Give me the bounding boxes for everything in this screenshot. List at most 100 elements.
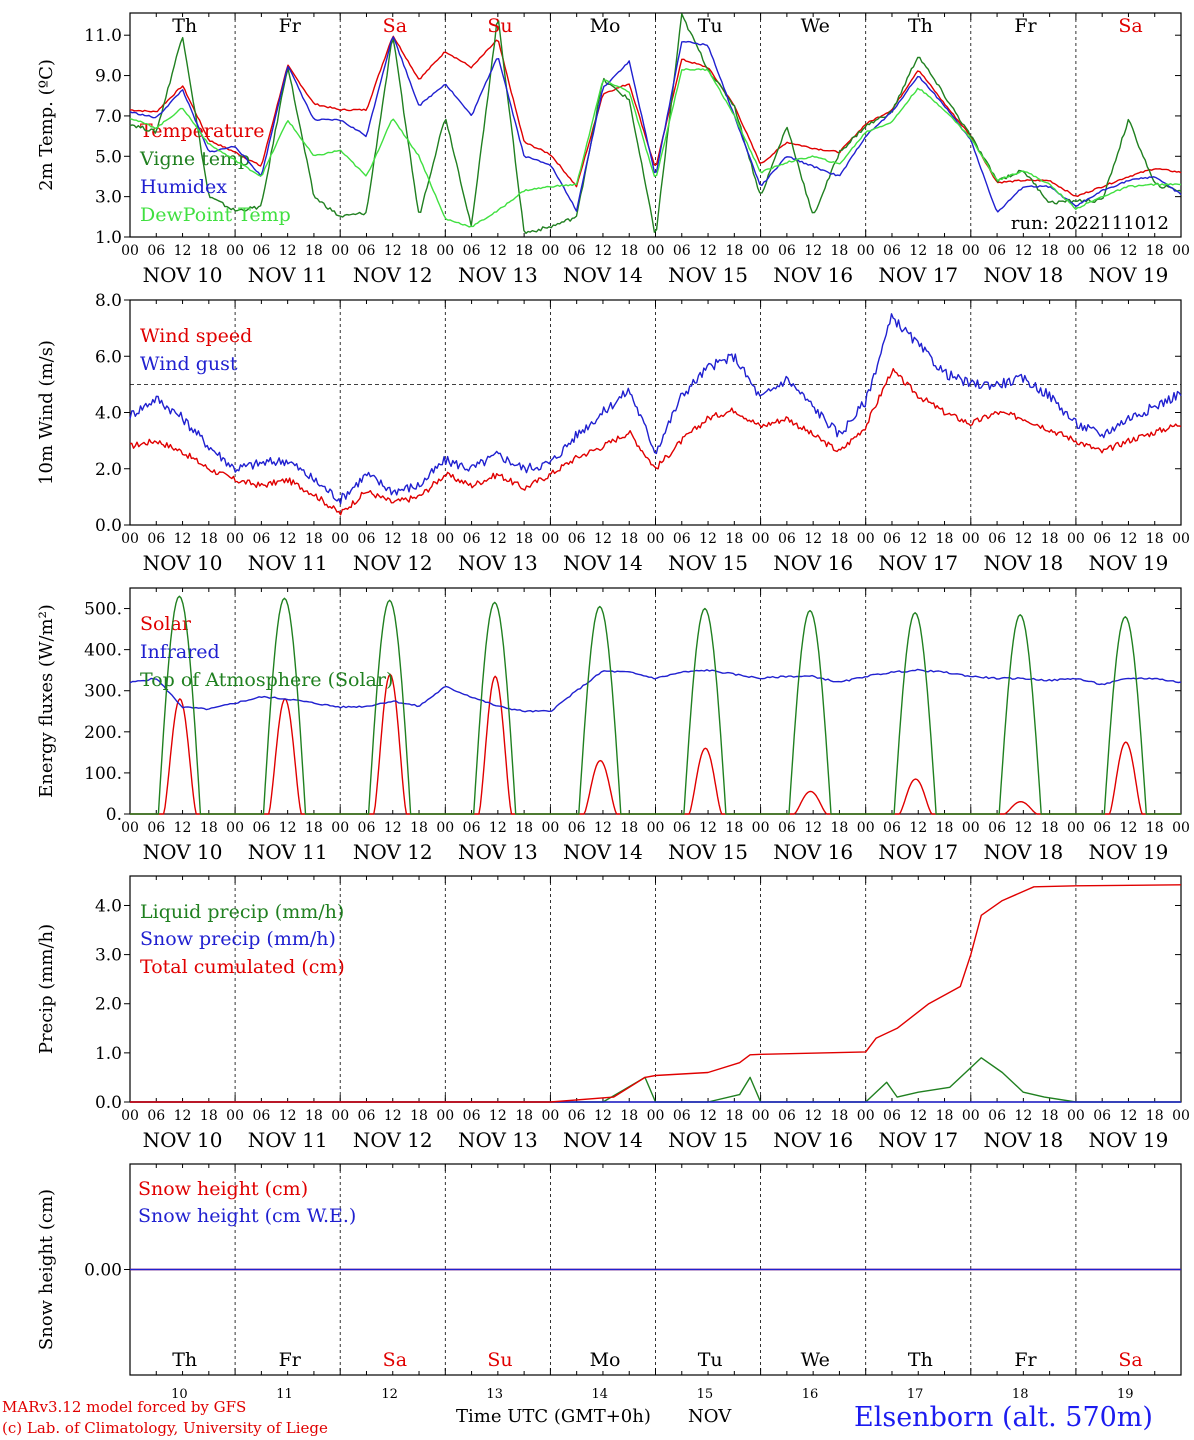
hour-label: 12 — [1014, 243, 1032, 259]
y-tick-label: 8.0 — [95, 291, 122, 311]
hour-label: 06 — [988, 243, 1006, 259]
day-label: NOV 11 — [248, 840, 328, 864]
hour-label: 00 — [121, 1108, 139, 1124]
series-line-wind-speed — [129, 368, 1182, 516]
day-number-label: 15 — [697, 1387, 714, 1402]
legend-entry: Solar — [140, 613, 192, 635]
hour-label: 12 — [909, 243, 927, 259]
hour-label: 18 — [515, 531, 533, 547]
hour-label: 00 — [962, 820, 980, 836]
day-label: NOV 10 — [143, 840, 223, 864]
day-label: NOV 18 — [983, 840, 1063, 864]
series-line-dewpoint-temp — [129, 68, 1182, 228]
hour-label: 06 — [1093, 820, 1111, 836]
day-label: NOV 10 — [143, 263, 223, 287]
hour-label: 18 — [725, 820, 743, 836]
hour-label: 18 — [515, 243, 533, 259]
weekday-label: Fr — [1014, 1349, 1037, 1371]
hour-label: 12 — [174, 531, 192, 547]
y-tick-label: 6.0 — [95, 347, 122, 367]
hour-label: 00 — [436, 243, 454, 259]
hour-label: 18 — [305, 1108, 323, 1124]
day-label: NOV 10 — [143, 551, 223, 575]
hour-label: 00 — [331, 1108, 349, 1124]
y-tick-label: 5.0 — [95, 147, 122, 167]
hour-label: 00 — [752, 820, 770, 836]
hour-label: 18 — [1041, 243, 1059, 259]
hour-label: 00 — [1067, 243, 1085, 259]
hour-label: 06 — [568, 1108, 586, 1124]
day-label: NOV 12 — [353, 840, 433, 864]
y-tick-label: 4.0 — [95, 896, 122, 916]
hour-label: 00 — [857, 531, 875, 547]
weekday-label: Su — [487, 1349, 512, 1371]
y-tick-label: 3.0 — [95, 946, 122, 966]
y-tick-label: 0. — [106, 805, 122, 825]
y-tick-label: 100. — [84, 764, 122, 784]
legend-entry: Total cumulated (cm) — [140, 956, 345, 978]
day-label: NOV 11 — [248, 551, 328, 575]
hour-label: 00 — [1172, 1108, 1190, 1124]
hour-label: 12 — [1120, 243, 1138, 259]
hour-label: 06 — [358, 531, 376, 547]
hour-label: 00 — [1172, 243, 1190, 259]
hour-label: 06 — [358, 1108, 376, 1124]
hour-label: 00 — [331, 243, 349, 259]
day-label: NOV 15 — [668, 1128, 748, 1152]
hour-label: 00 — [647, 1108, 665, 1124]
hour-label: 06 — [673, 1108, 691, 1124]
y-tick-label: 2.0 — [95, 995, 122, 1015]
y-tick-label: 0.00 — [84, 1261, 122, 1281]
series-line-top-of-atmosphere-solar — [130, 595, 1181, 815]
panel-2: 0.0 2.0 4.0 6.0 8.0 10m Wind (m/s) Wind speed W… — [36, 291, 1190, 575]
hour-label: 18 — [725, 243, 743, 259]
hour-label: 12 — [699, 531, 717, 547]
hour-label: 06 — [883, 1108, 901, 1124]
hour-label: 00 — [647, 243, 665, 259]
hour-label: 06 — [147, 1108, 165, 1124]
hour-label: 18 — [831, 243, 849, 259]
hour-label: 00 — [857, 1108, 875, 1124]
day-label: NOV 11 — [248, 1128, 328, 1152]
hour-label: 18 — [936, 1108, 954, 1124]
hour-label: 12 — [699, 820, 717, 836]
legend-entry: Wind gust — [140, 353, 238, 375]
weekday-label: Mo — [590, 1349, 621, 1371]
hour-label: 18 — [936, 243, 954, 259]
hour-label: 06 — [568, 820, 586, 836]
y-tick-label: 2.0 — [95, 460, 122, 480]
hour-label: 12 — [909, 531, 927, 547]
day-label: NOV 10 — [143, 1128, 223, 1152]
hour-label: 18 — [936, 820, 954, 836]
weekday-label: Sa — [1118, 15, 1142, 37]
hour-label: 00 — [541, 243, 559, 259]
hour-label: 00 — [121, 531, 139, 547]
hour-label: 06 — [252, 1108, 270, 1124]
hour-label: 00 — [121, 820, 139, 836]
hour-label: 18 — [831, 531, 849, 547]
hour-label: 12 — [804, 531, 822, 547]
hour-label: 06 — [778, 820, 796, 836]
hour-label: 06 — [463, 243, 481, 259]
y-axis-title: 10m Wind (m/s) — [36, 340, 57, 485]
day-label: NOV 19 — [1089, 1128, 1169, 1152]
hour-label: 00 — [436, 820, 454, 836]
hour-label: 12 — [1014, 531, 1032, 547]
hour-label: 18 — [620, 820, 638, 836]
hour-label: 18 — [725, 531, 743, 547]
weekday-label: Fr — [279, 15, 302, 37]
hour-label: 12 — [489, 531, 507, 547]
hour-label: 06 — [252, 531, 270, 547]
hour-label: 12 — [594, 820, 612, 836]
hour-label: 12 — [384, 243, 402, 259]
day-label: NOV 17 — [878, 551, 958, 575]
hour-label: 06 — [988, 820, 1006, 836]
series-line-vigne-temp — [129, 13, 1182, 234]
weekday-label: Th — [172, 15, 197, 37]
hour-label: 00 — [121, 243, 139, 259]
day-label: NOV 17 — [878, 1128, 958, 1152]
hour-label: 00 — [541, 1108, 559, 1124]
hour-label: 06 — [778, 1108, 796, 1124]
hour-label: 06 — [1093, 531, 1111, 547]
hour-label: 00 — [1067, 820, 1085, 836]
